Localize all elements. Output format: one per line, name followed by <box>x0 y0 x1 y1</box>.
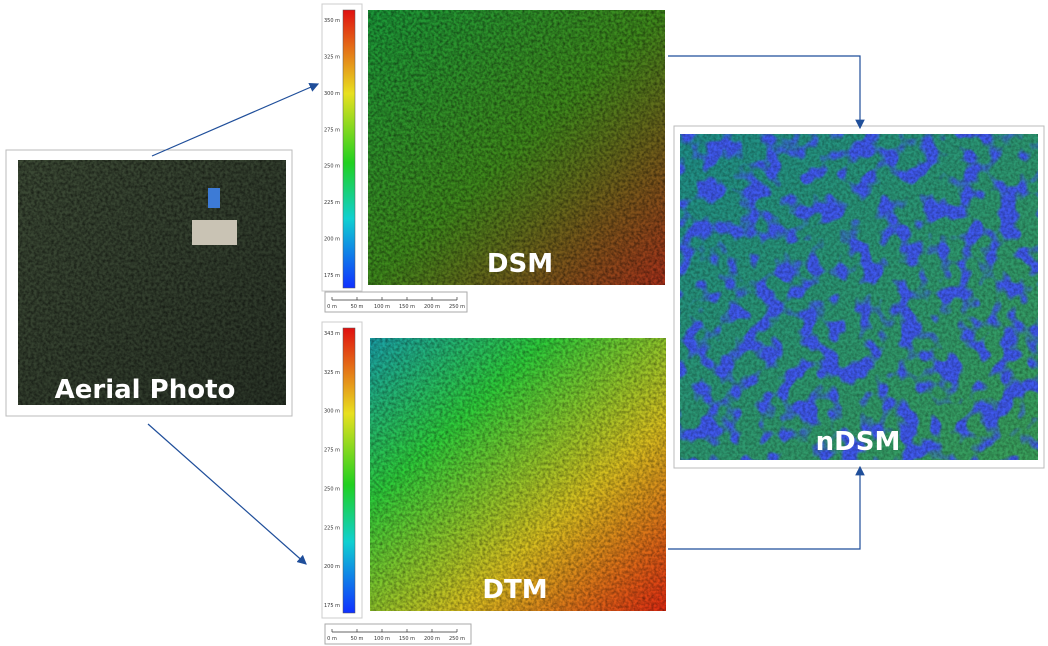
colorbar-label: 175 m <box>324 273 340 279</box>
arrow <box>148 424 306 564</box>
aerial-texture <box>18 160 286 405</box>
arrow <box>668 467 860 549</box>
scale-label: 50 m <box>351 304 364 310</box>
colorbar-label: 200 m <box>324 564 340 570</box>
colorbar-label: 325 m <box>324 54 340 60</box>
colorbar-label: 300 m <box>324 409 340 415</box>
colorbar-label: 175 m <box>324 603 340 609</box>
panel-label: Aerial Photo <box>55 375 236 405</box>
panel-label: DSM <box>487 249 553 279</box>
building <box>192 220 237 245</box>
scale-label: 150 m <box>399 636 415 642</box>
scale-label: 150 m <box>399 304 415 310</box>
colorbar-label: 343 m <box>324 331 340 337</box>
colorbar-label: 225 m <box>324 525 340 531</box>
colorbar-frame <box>322 322 362 618</box>
dtm-texture <box>370 338 666 611</box>
scale-label: 50 m <box>351 636 364 642</box>
scale-label: 200 m <box>424 636 440 642</box>
colorbar <box>343 10 355 288</box>
scale-label: 0 m <box>327 636 337 642</box>
colorbar <box>343 328 355 613</box>
scale-label: 100 m <box>374 304 390 310</box>
colorbar-label: 275 m <box>324 127 340 133</box>
scale-label: 250 m <box>449 636 465 642</box>
colorbar-label: 350 m <box>324 18 340 24</box>
ndsm-texture <box>680 134 1038 460</box>
colorbar-label: 200 m <box>324 237 340 243</box>
scale-label: 200 m <box>424 304 440 310</box>
panel-label: DTM <box>482 575 547 605</box>
dsm-texture <box>368 10 665 285</box>
colorbar-label: 225 m <box>324 200 340 206</box>
arrow <box>152 84 318 156</box>
scale-label: 250 m <box>449 304 465 310</box>
arrow <box>668 56 860 128</box>
colorbar-label: 275 m <box>324 448 340 454</box>
building <box>208 188 220 208</box>
diagram: Aerial Photo 350 m 325 m 300 m 275 m 250 m 22… <box>0 0 1048 646</box>
colorbar-label: 325 m <box>324 370 340 376</box>
scale-frame <box>325 292 467 312</box>
colorbar-label: 300 m <box>324 91 340 97</box>
panel-label: nDSM <box>816 427 901 457</box>
colorbar-label: 250 m <box>324 164 340 170</box>
colorbar-label: 250 m <box>324 486 340 492</box>
scale-label: 0 m <box>327 304 337 310</box>
colorbar-frame <box>322 4 362 291</box>
scale-label: 100 m <box>374 636 390 642</box>
